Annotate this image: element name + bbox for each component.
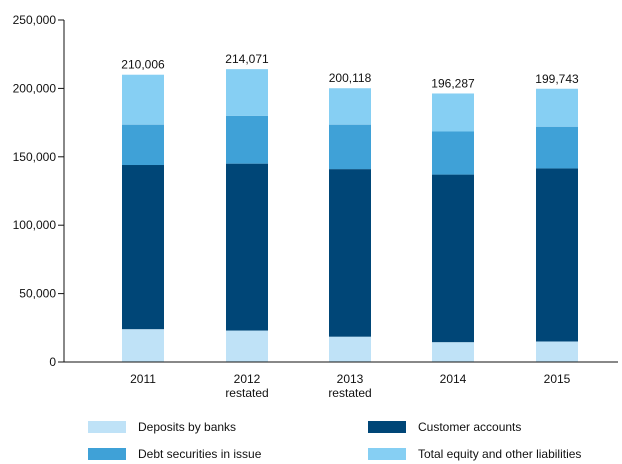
bar-segment-deposits-by-banks xyxy=(122,329,164,362)
y-tick-label: 100,000 xyxy=(13,218,57,232)
bar-total-label: 214,071 xyxy=(225,52,269,66)
bar-segment-debt-securities-in-issue xyxy=(226,115,268,164)
y-tick-label: 150,000 xyxy=(13,150,57,164)
bar-segment-total-equity-and-other-liabilities xyxy=(122,74,164,125)
x-tick-label: 2014 xyxy=(440,372,467,386)
bar-segment-customer-accounts xyxy=(432,174,474,343)
bar-segment-customer-accounts xyxy=(329,169,371,337)
bar-segment-customer-accounts xyxy=(122,165,164,330)
bar-total-label: 200,118 xyxy=(329,71,372,85)
x-tick-label: restated xyxy=(328,386,371,400)
bar-segment-deposits-by-banks xyxy=(536,341,578,362)
y-tick-label: 250,000 xyxy=(13,13,57,27)
totals-layer: 210,006 214,071 200,118 196,287 199,743 xyxy=(121,52,579,90)
x-tick-label: restated xyxy=(225,386,268,400)
bar-segment-debt-securities-in-issue xyxy=(329,124,371,170)
bar-total-label: 196,287 xyxy=(431,76,475,90)
y-tick-label: 50,000 xyxy=(19,287,56,301)
bar-segment-total-equity-and-other-liabilities xyxy=(536,88,578,127)
bar-segment-customer-accounts xyxy=(536,168,578,342)
bar-segment-deposits-by-banks xyxy=(226,330,268,362)
bar-total-label: 199,743 xyxy=(535,72,579,86)
bar-segment-total-equity-and-other-liabilities xyxy=(432,93,474,132)
x-tick-label: 2011 xyxy=(130,372,156,386)
bar-segment-total-equity-and-other-liabilities xyxy=(329,88,371,125)
bar-segment-total-equity-and-other-liabilities xyxy=(226,69,268,116)
bar-segment-debt-securities-in-issue xyxy=(122,124,164,166)
y-ticks-layer: 0 50,000 100,000 150,000 200,000 250,000 xyxy=(13,13,64,369)
bar-segment-customer-accounts xyxy=(226,163,268,331)
bar-total-label: 210,006 xyxy=(121,58,165,72)
x-tick-label: 2012 xyxy=(234,372,261,386)
y-tick-label: 0 xyxy=(49,355,56,369)
y-tick-label: 200,000 xyxy=(13,81,57,95)
bars-layer xyxy=(122,69,578,362)
bar-segment-deposits-by-banks xyxy=(432,342,474,362)
x-tick-label: 2013 xyxy=(337,372,364,386)
bar-segment-debt-securities-in-issue xyxy=(536,126,578,169)
bar-segment-deposits-by-banks xyxy=(329,336,371,362)
x-tick-label: 2015 xyxy=(544,372,571,386)
bar-segment-debt-securities-in-issue xyxy=(432,131,474,175)
